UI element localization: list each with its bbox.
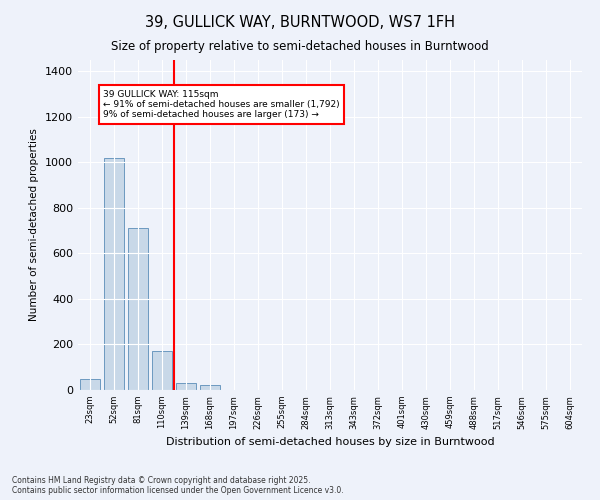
Bar bbox=[128, 228, 148, 390]
Bar bbox=[80, 380, 100, 390]
Text: 39 GULLICK WAY: 115sqm
← 91% of semi-detached houses are smaller (1,792)
9% of s: 39 GULLICK WAY: 115sqm ← 91% of semi-det… bbox=[103, 90, 340, 120]
Text: Size of property relative to semi-detached houses in Burntwood: Size of property relative to semi-detach… bbox=[111, 40, 489, 53]
Bar bbox=[104, 158, 124, 390]
Y-axis label: Number of semi-detached properties: Number of semi-detached properties bbox=[29, 128, 40, 322]
Bar bbox=[176, 383, 196, 390]
Bar bbox=[200, 386, 220, 390]
Text: Contains HM Land Registry data © Crown copyright and database right 2025.
Contai: Contains HM Land Registry data © Crown c… bbox=[12, 476, 344, 495]
X-axis label: Distribution of semi-detached houses by size in Burntwood: Distribution of semi-detached houses by … bbox=[166, 437, 494, 447]
Bar bbox=[152, 350, 172, 390]
Text: 39, GULLICK WAY, BURNTWOOD, WS7 1FH: 39, GULLICK WAY, BURNTWOOD, WS7 1FH bbox=[145, 15, 455, 30]
